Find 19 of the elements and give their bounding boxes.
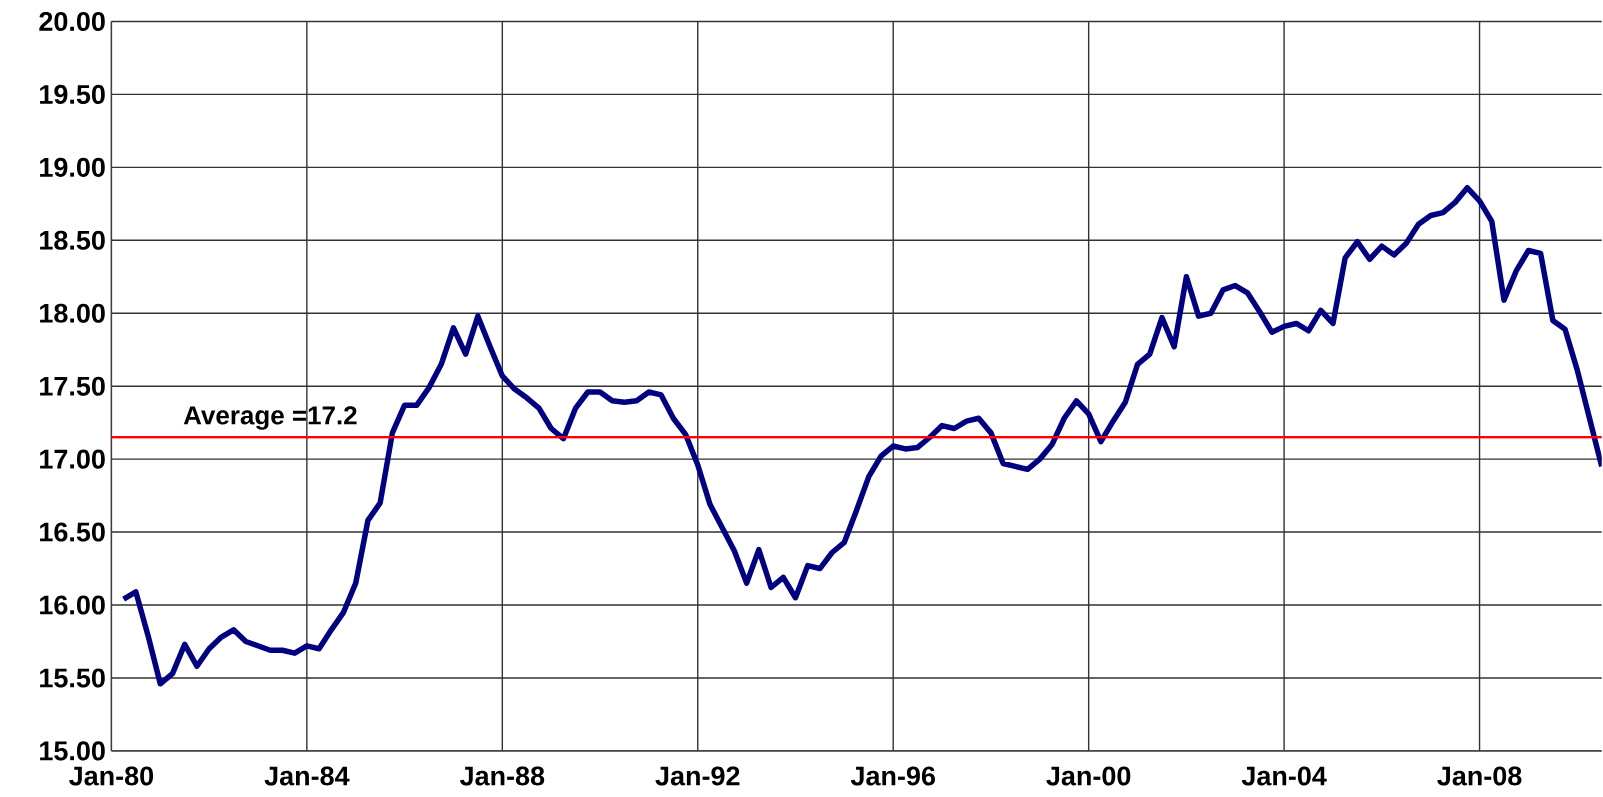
y-tick-label: 15.00: [40, 741, 105, 761]
x-tick-label: Jan-84: [264, 766, 350, 786]
y-tick-label: 17.50: [40, 376, 105, 396]
y-tick-label: 18.50: [40, 230, 105, 250]
x-tick-label: Jan-92: [655, 766, 740, 786]
y-tick-label: 19.50: [40, 84, 105, 104]
x-tick-label: Jan-08: [1437, 766, 1522, 786]
x-tick-label: Jan-96: [850, 766, 935, 786]
y-tick-label: 18.00: [40, 303, 105, 323]
y-tick-label: 16.00: [40, 595, 105, 615]
x-tick-label: Jan-04: [1241, 766, 1327, 786]
x-tick-label: Jan-00: [1046, 766, 1131, 786]
y-tick-label: 20.00: [39, 11, 105, 31]
y-tick-label: 15.50: [40, 668, 105, 688]
y-tick-label: 17.00: [40, 449, 105, 469]
y-tick-label: 16.50: [40, 522, 105, 542]
y-tick-label: 19.00: [40, 157, 105, 177]
x-tick-label: Jan-88: [459, 766, 545, 786]
x-tick-label: Jan-80: [69, 766, 154, 786]
